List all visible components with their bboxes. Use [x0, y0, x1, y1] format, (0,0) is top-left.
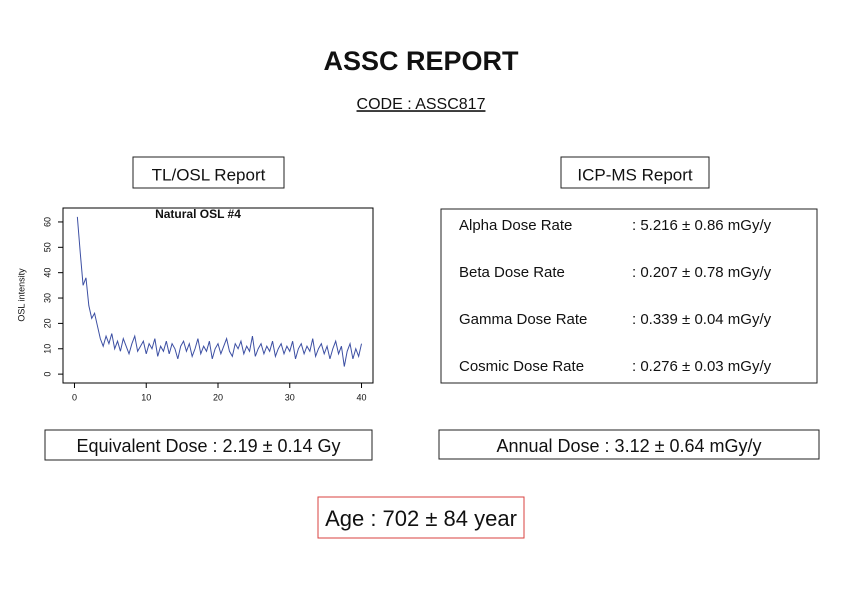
x-tick-label: 10: [141, 392, 151, 402]
y-tick-label: 0: [42, 372, 52, 377]
x-tick-label: 0: [72, 392, 77, 402]
chart-title: Natural OSL #4: [155, 207, 241, 221]
heading-box: [132, 156, 285, 189]
section-heading: TL/OSL Report: [152, 165, 266, 184]
annual-dose: Annual Dose : 3.12 ± 0.64 mGy/y: [496, 436, 761, 456]
plot-frame: [62, 207, 374, 384]
result-box: [438, 429, 820, 460]
x-tick-label: 30: [285, 392, 295, 402]
rate-value: : 0.207 ± 0.78 mGy/y: [632, 264, 772, 281]
y-tick-label: 40: [42, 268, 52, 278]
equivalent-dose: Equivalent Dose : 2.19 ± 0.14 Gy: [76, 436, 340, 456]
result-box: [44, 429, 373, 461]
report-code: CODE : ASSC817: [357, 96, 486, 113]
age-box: [317, 496, 525, 539]
y-tick-label: 30: [42, 293, 52, 303]
rate-value: : 0.339 ± 0.04 mGy/y: [632, 311, 772, 328]
y-axis-label: OSL intensity: [16, 268, 26, 322]
rate-label: Alpha Dose Rate: [459, 217, 572, 234]
age: Age : 702 ± 84 year: [325, 506, 517, 531]
x-tick-label: 20: [213, 392, 223, 402]
section-heading: ICP-MS Report: [577, 165, 693, 184]
y-tick-label: 50: [42, 242, 52, 252]
y-tick-label: 20: [42, 318, 52, 328]
x-tick-label: 40: [357, 392, 367, 402]
report-title: ASSC REPORT: [323, 46, 519, 76]
heading-box: [560, 156, 710, 189]
rate-value: : 0.276 ± 0.03 mGy/y: [632, 358, 772, 375]
rate-label: Beta Dose Rate: [459, 264, 565, 281]
osl-line: [76, 216, 363, 367]
dose-table: [440, 208, 818, 384]
y-tick-label: 10: [42, 344, 52, 354]
osl-chart: Natural OSL #4 OSL intensity 0 10 20 30 40 50 60…: [16, 207, 374, 402]
dose-rows: Alpha Dose Rate : 5.216 ± 0.86 mGy/y Beta …: [459, 217, 772, 375]
rate-label: Cosmic Dose Rate: [459, 358, 584, 375]
y-tick-label: 60: [42, 217, 52, 227]
rate-value: : 5.216 ± 0.86 mGy/y: [632, 217, 772, 234]
rate-label: Gamma Dose Rate: [459, 311, 587, 328]
